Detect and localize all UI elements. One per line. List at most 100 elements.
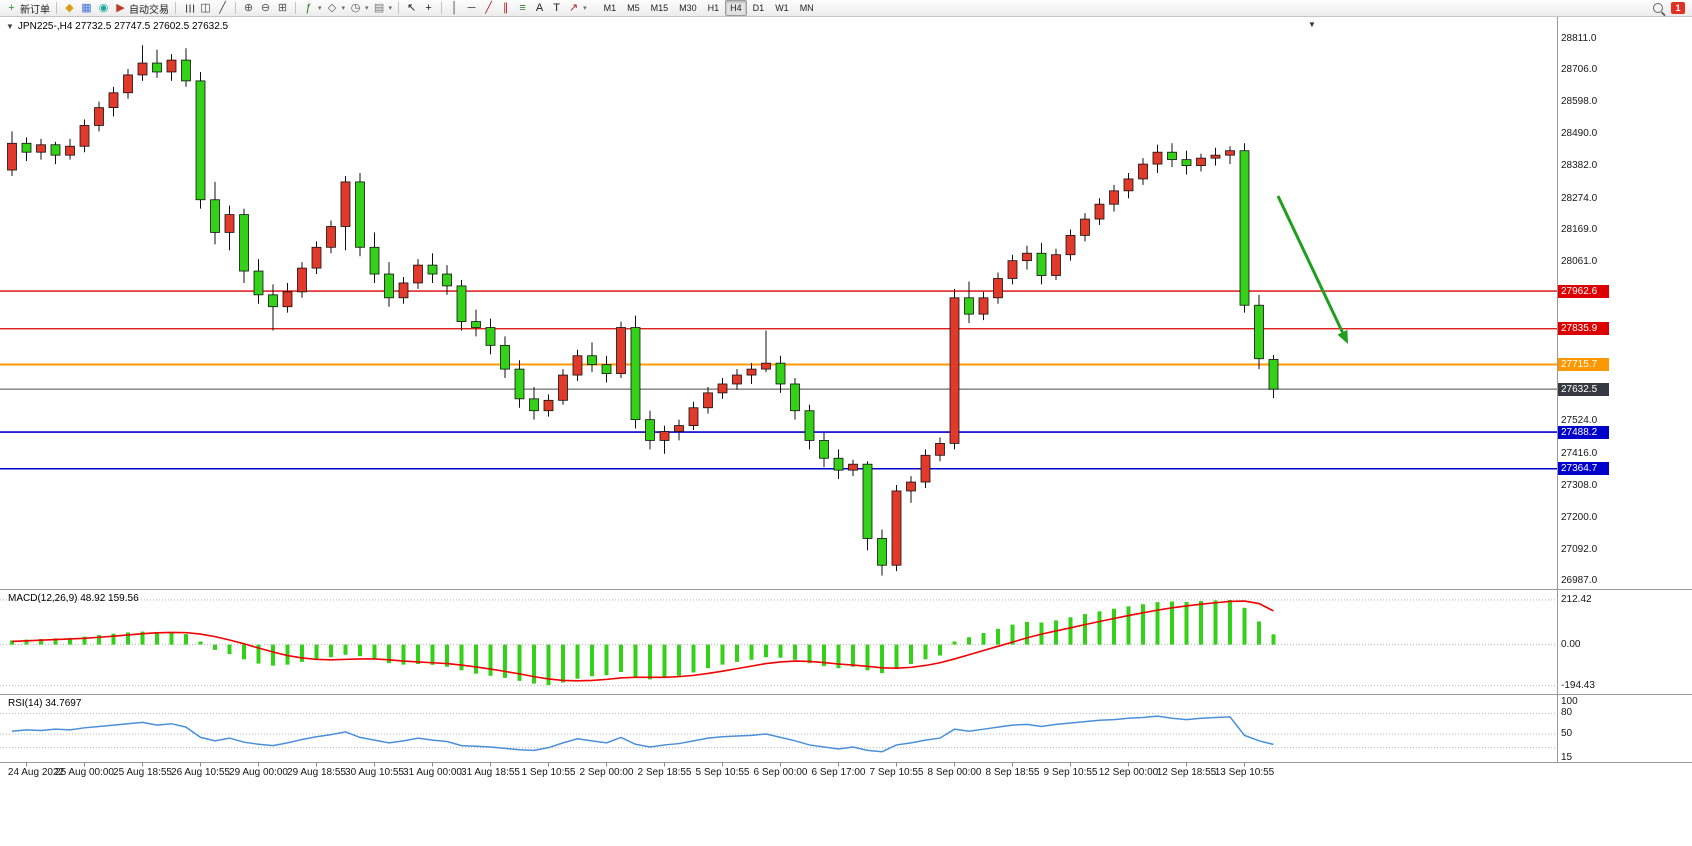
time-axis-label: 12 Sep 18:55 [1156,767,1217,778]
horizontal-line-button[interactable]: ─ [463,1,480,16]
indicators-icon: ƒ [305,1,312,14]
trendline-button[interactable]: ╱ [480,1,497,16]
channel-button[interactable]: ∥ [497,1,514,16]
time-axis-label: 8 Sep 18:55 [985,767,1040,778]
notifications-badge[interactable]: 1 [1671,2,1685,14]
tile-windows-button[interactable]: ⊞ [274,1,291,16]
time-axis-label: 13 Sep 10:55 [1214,767,1275,778]
cursor-button[interactable]: ↖ [403,1,420,16]
bar-chart-button[interactable]: ☰ [180,1,197,16]
zoom-out-icon: ⊖ [260,1,271,14]
templates-button[interactable]: ▤ ▾ [371,1,395,16]
price-tag: 27962.6 [1558,284,1609,298]
chart-title-bar: ▼ JPN225-,H4 27732.5 27747.5 27602.5 2763… [6,21,228,32]
price-axis-label: 27524.0 [1561,415,1598,427]
price-axis-label: 27092.0 [1561,543,1598,555]
timeframe-toolbar: M1 M5 M15 M30 H1 H4 D1 W1 MN [599,0,819,16]
timeframe-M5[interactable]: M5 [627,3,640,13]
rsi-value: 34.7697 [45,698,82,709]
fibonacci-button[interactable]: ≡ [514,1,531,16]
time-axis-label: 24 Aug 2022 [7,767,65,778]
price-tag: 27632.5 [1558,382,1609,396]
macd-axis-label: -194.43 [1561,679,1595,691]
timeframe-H1[interactable]: H1 [707,3,720,13]
time-axis-label: 25 Aug 00:00 [55,767,114,778]
objects-button[interactable]: ◇ ▾ [324,1,348,16]
shapes-button[interactable]: ↗ ▾ [565,1,589,16]
crosshair-button[interactable]: + [420,1,437,16]
price-tag: 27488.2 [1558,425,1609,439]
price-axis-label: 28169.0 [1561,223,1598,235]
toolbar-separator [56,2,57,14]
text-button[interactable]: A [531,1,548,16]
price-tag: 27364.7 [1558,462,1609,476]
candlestick-chart-button[interactable]: ◫ [197,1,214,16]
metaeditor-icon: ◆ [65,1,74,14]
price-axis-label: 27308.0 [1561,479,1598,491]
zoom-in-icon: ⊕ [243,1,254,14]
price-axis-label: 28490.0 [1561,128,1598,140]
toolbar-separator [441,2,443,14]
chart-title: JPN225-,H4 27732.5 27747.5 27602.5 27632… [17,21,229,32]
price-axis[interactable]: 28811.0 28706.0 28598.0 28490.0 28382.0 28274… [1557,0,1692,846]
cursor-icon: ↖ [406,1,417,14]
time-axis[interactable]: 24 Aug 2022 25 Aug 00:00 25 Aug 18:55 26 Au… [0,762,1557,786]
time-axis-label: 31 Aug 18:55 [461,767,520,778]
price-axis-label: 28598.0 [1561,96,1598,108]
label-button[interactable]: T [548,1,565,16]
new-order-button[interactable]: + 新订单 [3,1,52,16]
new-order-icon: + [8,1,15,14]
zoom-in-button[interactable]: ⊕ [240,1,257,16]
profiles-button[interactable]: ◉ [95,1,112,16]
one-click-trading-toggle[interactable]: ▼ [6,22,14,31]
templates-icon: ▤ [373,1,385,14]
period-button[interactable]: ◷ ▾ [347,1,371,16]
search-icon[interactable] [1653,3,1663,13]
time-axis-label: 7 Sep 10:55 [869,767,924,778]
macd-histogram [10,600,1276,686]
vertical-line-button[interactable]: │ [446,1,463,16]
timeframe-D1[interactable]: D1 [752,3,765,13]
price-axis-label: 28706.0 [1561,64,1598,76]
line-chart-button[interactable]: ╱ [214,1,231,16]
macd-axis-label: 212.42 [1561,593,1592,605]
zoom-out-button[interactable]: ⊖ [257,1,274,16]
label-icon: T [553,1,560,14]
macd-signal-line [11,600,1274,682]
trendline-icon: ╱ [485,1,492,14]
timeframe-MN[interactable]: MN [799,3,814,13]
rsi-axis-label: 80 [1561,707,1573,719]
indicators-button[interactable]: ƒ ▾ [300,1,324,16]
time-axis-label: 2 Sep 18:55 [637,767,692,778]
timeframe-M30[interactable]: M30 [679,3,697,13]
timeframe-H4[interactable]: H4 [725,0,747,16]
rsi-line [11,715,1274,753]
objects-icon: ◇ [327,1,337,14]
new-chart-button[interactable]: ▦ [78,1,95,16]
toolbar-separator [398,2,400,14]
rsi-label: RSI(14) [8,698,43,709]
chart-shift-marker[interactable]: ▼ [1308,20,1316,29]
price-tag: 27835.9 [1558,322,1609,336]
trend-arrow-annotation[interactable] [1276,195,1348,344]
time-axis-label: 2 Sep 00:00 [579,767,634,778]
price-axis-label: 28382.0 [1561,160,1598,172]
chevron-down-icon: ▾ [341,5,346,12]
vertical-line-icon: │ [451,1,458,14]
toolbar-right: 1 [1653,2,1689,14]
timeframe-W1[interactable]: W1 [775,3,789,13]
time-axis-label: 1 Sep 10:55 [521,767,576,778]
time-axis-label: 6 Sep 17:00 [811,767,866,778]
metaeditor-button[interactable]: ◆ [61,1,78,16]
autotrading-button[interactable]: ▶ 自动交易 [112,1,171,16]
toolbar-separator [295,2,296,14]
horizontal-line-icon: ─ [467,1,476,14]
timeframe-M15[interactable]: M15 [650,3,669,13]
candlestick-chart-icon: ◫ [200,1,211,14]
chevron-down-icon: ▾ [583,5,587,12]
crosshair-icon: + [425,1,432,14]
rsi-title: RSI(14) 34.7697 [8,698,81,709]
chevron-down-icon: ▾ [365,5,369,12]
timeframe-M1[interactable]: M1 [603,3,617,13]
